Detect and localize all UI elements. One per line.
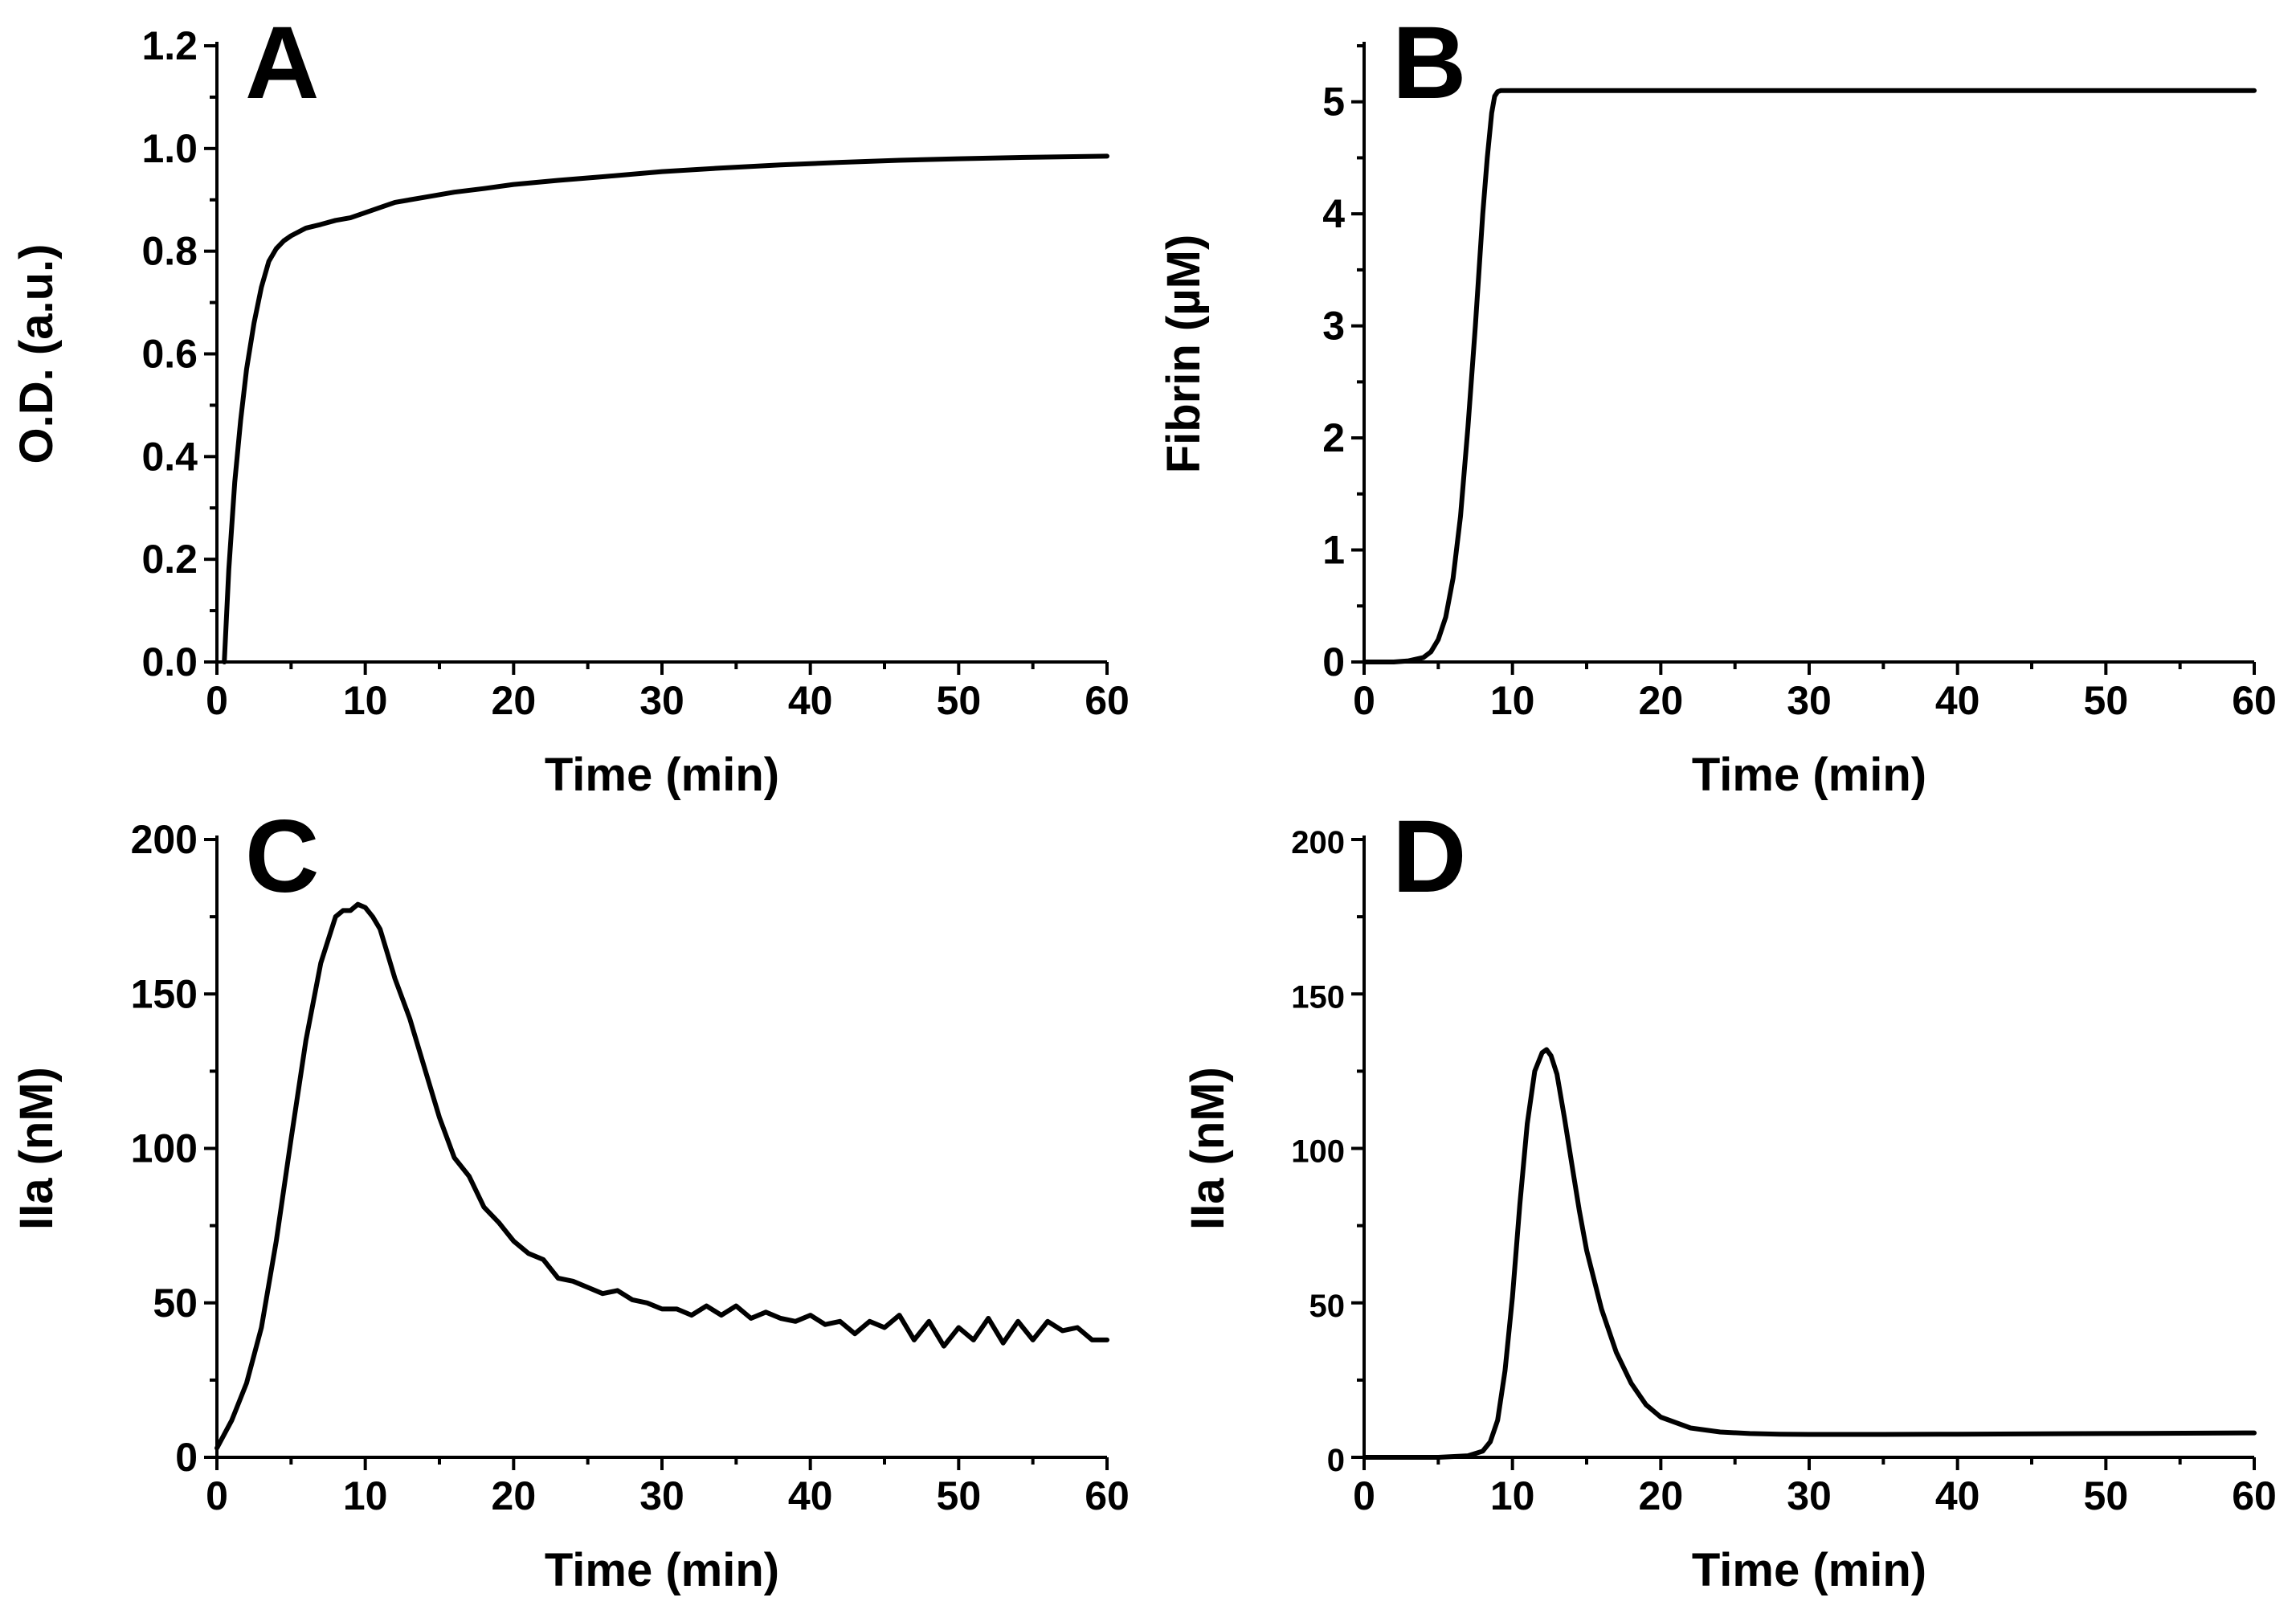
y-tick-label: 0.6 — [141, 332, 198, 377]
x-tick-label: 20 — [492, 1473, 537, 1518]
y-tick-label: 5 — [1322, 80, 1345, 125]
y-tick-label: 200 — [1291, 825, 1345, 860]
y-tick-label: 1.2 — [141, 23, 198, 68]
y-tick-label: 100 — [131, 1126, 198, 1171]
series-line — [1362, 88, 2257, 664]
panel-c: 0 10 20 30 40 50 60 0 50 100 150 200 Time (min) IIa (… — [10, 799, 1130, 1596]
y-tick-label: 50 — [153, 1281, 198, 1326]
x-tick-label: 60 — [1085, 678, 1130, 723]
x-tick-label: 50 — [2084, 678, 2129, 723]
series-line — [214, 901, 1109, 1451]
y-tick-label: 150 — [131, 971, 198, 1016]
y-tick-label: 100 — [1291, 1134, 1345, 1170]
series-line — [222, 153, 1109, 664]
x-tick-label: 60 — [2232, 1473, 2277, 1518]
y-axis-title: O.D. (a.u.) — [10, 244, 63, 464]
y-tick-label: 0.2 — [141, 537, 198, 582]
x-tick-label: 10 — [1490, 678, 1535, 723]
y-axis-title: Fibrin (µM) — [1158, 235, 1210, 474]
x-tick-label: 20 — [492, 678, 537, 723]
y-tick-label: 1.0 — [141, 126, 198, 171]
x-tick-label: 30 — [639, 1473, 684, 1518]
x-tick-label: 10 — [343, 1473, 388, 1518]
y-tick-label: 0 — [175, 1435, 198, 1480]
x-tick-label: 20 — [1639, 1473, 1684, 1518]
x-axis-title: Time (min) — [545, 749, 779, 801]
x-tick-label: 0 — [206, 1473, 228, 1518]
x-tick-label: 40 — [1935, 678, 1980, 723]
x-tick-label: 0 — [206, 678, 228, 723]
y-tick-label: 1 — [1322, 528, 1345, 573]
y-tick-label: 0 — [1322, 639, 1345, 684]
series-line — [1362, 1047, 2257, 1460]
x-tick-label: 30 — [639, 678, 684, 723]
x-tick-label: 50 — [937, 1473, 982, 1518]
panel-b: 0 10 20 30 40 50 60 0 1 2 3 4 5 Time (min) Fibrin (µM)… — [1158, 6, 2277, 801]
x-tick-label: 40 — [788, 1473, 833, 1518]
x-tick-label: 50 — [937, 678, 982, 723]
y-tick-label: 0.0 — [141, 639, 198, 684]
y-tick-label: 2 — [1322, 415, 1345, 460]
x-axis-title: Time (min) — [1692, 1544, 1926, 1596]
y-axis-title: IIa (nM) — [10, 1067, 63, 1230]
panel-letter: B — [1392, 6, 1466, 121]
y-tick-label: 150 — [1291, 979, 1345, 1015]
x-tick-label: 40 — [788, 678, 833, 723]
y-axis-title: IIa (nM) — [1182, 1067, 1234, 1230]
x-axis-title: Time (min) — [545, 1544, 779, 1596]
x-tick-label: 0 — [1353, 678, 1375, 723]
x-tick-label: 40 — [1935, 1473, 1980, 1518]
y-tick-label: 3 — [1322, 304, 1345, 349]
x-tick-label: 60 — [1085, 1473, 1130, 1518]
x-tick-label: 10 — [343, 678, 388, 723]
y-tick-label: 50 — [1309, 1289, 1346, 1324]
panel-a: 0 10 20 30 40 50 60 0.0 0.2 0.4 0.6 0.8 1.0 1.2 Time (… — [10, 6, 1130, 801]
y-tick-label: 0.8 — [141, 229, 198, 274]
y-tick-label: 200 — [131, 817, 198, 862]
y-tick-label: 0.4 — [141, 434, 198, 479]
x-tick-label: 30 — [1787, 678, 1832, 723]
y-tick-label: 0 — [1327, 1443, 1345, 1478]
x-tick-label: 10 — [1490, 1473, 1535, 1518]
panel-d: 0 10 20 30 40 50 60 0 50 100 150 200 Time (min) IIa (… — [1182, 799, 2277, 1596]
x-tick-label: 60 — [2232, 678, 2277, 723]
panel-letter: A — [245, 6, 319, 121]
y-tick-label: 4 — [1322, 191, 1345, 236]
x-axis-title: Time (min) — [1692, 749, 1926, 801]
panel-letter: C — [245, 799, 319, 914]
x-tick-label: 20 — [1639, 678, 1684, 723]
x-tick-label: 30 — [1787, 1473, 1832, 1518]
x-tick-label: 0 — [1353, 1473, 1375, 1518]
x-tick-label: 50 — [2084, 1473, 2129, 1518]
panel-letter: D — [1392, 799, 1466, 914]
